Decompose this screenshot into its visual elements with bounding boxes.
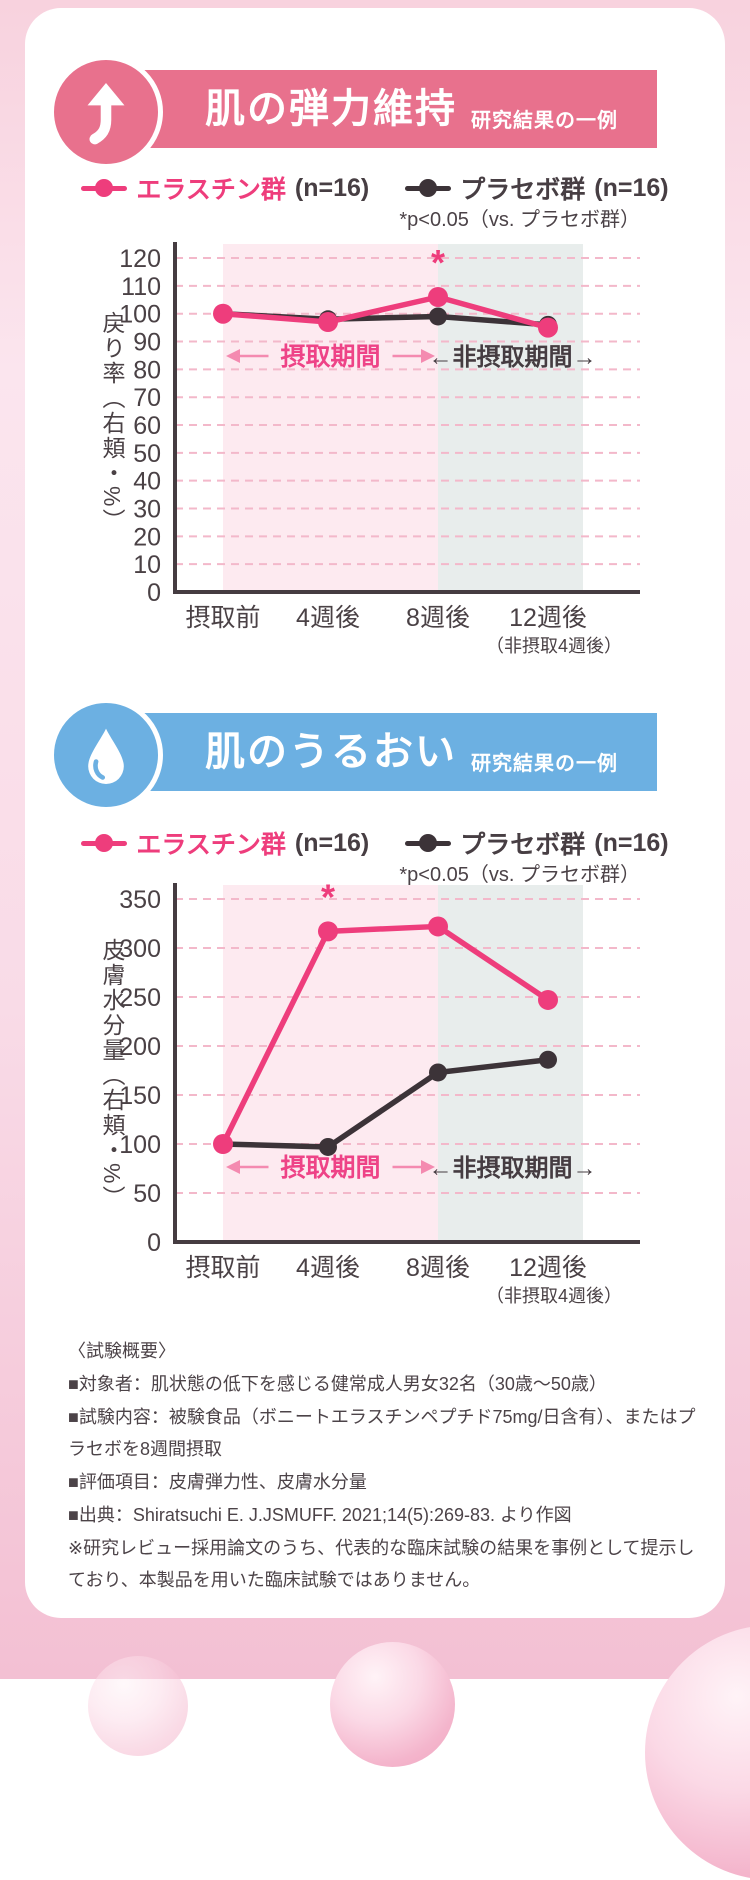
section-subtitle: 研究結果の一例 [471,109,618,132]
bubble-decoration [645,1625,750,1880]
study-summary-line: ■出典：Shiratsuchi E. J.JSMUFF. 2021;14(5):… [68,1504,572,1525]
svg-text:70: 70 [133,384,161,412]
elastin-label: エラスチン群 [136,831,286,859]
significance-star: * [321,880,335,917]
moisture-chart: 皮膚水分量（右頬・%） 0 50 100 150 200 250 300 350 摂取期間 ←非摂… [25,880,725,1315]
placebo-label: プラセボ群 [460,831,586,859]
significance-note: *p<0.05（vs. プラセボ群） [399,864,640,886]
svg-text:20: 20 [133,523,161,551]
svg-text:110: 110 [121,273,161,301]
study-summary-line: ■試験内容：被験食品（ボニートエラスチンペプチド75mg/日含有）、またはプラセ… [68,1406,696,1460]
study-summary: 〈試験概要〉 ■対象者：肌状態の低下を感じる健常成人男女32名（30歳〜50歳）… [25,1335,725,1597]
svg-text:0: 0 [147,1229,161,1257]
elastin-series-marker [81,834,128,852]
series-0 [213,916,558,1154]
arrow-up-badge [49,55,163,169]
svg-text:摂取期間: 摂取期間 [280,1154,380,1182]
svg-text:100: 100 [119,301,161,329]
svg-text:0: 0 [147,579,161,607]
svg-text:30: 30 [133,496,161,524]
elastin-label: エラスチン群 [136,176,286,204]
svg-text:350: 350 [119,886,161,914]
svg-text:200: 200 [119,1033,161,1061]
y-axis-label: 皮膚水分量（右頬・%） [99,938,125,1211]
svg-text:摂取期間: 摂取期間 [280,343,380,371]
svg-text:80: 80 [133,356,161,384]
svg-text:（非摂取4週後）: （非摂取4週後） [486,636,622,656]
significance-note: *p<0.05（vs. プラセボ群） [399,209,640,231]
svg-text:150: 150 [119,1082,161,1110]
series-0 [213,287,558,338]
study-summary-line: ■評価項目：皮膚弾力性、皮膚水分量 [68,1472,367,1492]
svg-text:50: 50 [133,440,161,468]
legend-moisture: エラスチン群 (n=16) プラセボ群 (n=16) [25,825,725,861]
svg-text:10: 10 [133,551,161,579]
section-title: 肌の弾力維持 [205,87,457,131]
placebo-label: プラセボ群 [460,176,586,204]
svg-text:4週後: 4週後 [296,604,360,632]
bubble-decoration [88,1656,188,1756]
svg-text:摂取前: 摂取前 [185,604,260,632]
svg-text:←非摂取期間→: ←非摂取期間→ [429,344,597,371]
section-subtitle: 研究結果の一例 [471,752,618,775]
svg-text:8週後: 8週後 [406,604,470,632]
elasticity-chart: 戻り率（右頬・%） 0 10 20 30 40 50 60 70 80 90 100 110 120 摂取… [25,225,725,660]
placebo-n: (n=16) [594,173,669,202]
study-summary-line: ※研究レビュー採用論文のうち、代表的な臨床試験の結果を事例として提示しており、本… [68,1537,695,1591]
svg-text:300: 300 [119,935,161,963]
elasticity-banner: 肌の弾力維持 研究結果の一例 [120,70,657,148]
elastin-n: (n=16) [294,173,370,202]
water-drop-icon [88,728,124,785]
moisture-banner: 肌のうるおい 研究結果の一例 [120,713,657,791]
elastin-n: (n=16) [294,828,370,857]
svg-text:12週後: 12週後 [509,1254,587,1282]
svg-text:←非摂取期間→: ←非摂取期間→ [429,1155,597,1182]
water-drop-badge [49,698,163,812]
bubble-decoration [330,1642,455,1767]
svg-text:100: 100 [119,1131,161,1159]
placebo-n: (n=16) [594,828,669,857]
content-card: 肌の弾力維持 研究結果の一例 エラスチン群 (n=16) [25,8,725,1618]
svg-text:（非摂取4週後）: （非摂取4週後） [486,1286,622,1306]
placebo-series-marker [405,179,452,197]
legend-item-placebo: プラセボ群 (n=16) [405,825,669,861]
arrow-up-icon [87,82,125,145]
svg-text:4週後: 4週後 [296,1254,360,1282]
header-moisture: 肌のうるおい 研究結果の一例 [25,698,725,814]
legend-item-elastin: エラスチン群 (n=16) [81,825,369,861]
svg-text:8週後: 8週後 [406,1254,470,1282]
y-axis-label: 戻り率（右頬・%） [99,311,125,534]
significance-star: * [431,242,445,283]
svg-text:120: 120 [119,245,161,273]
section-title: 肌のうるおい [205,730,457,774]
svg-text:12週後: 12週後 [509,604,587,632]
legend-item-elastin: エラスチン群 (n=16) [81,170,369,206]
elastin-series-marker [81,179,128,197]
placebo-series-marker [405,834,452,852]
svg-text:250: 250 [119,984,161,1012]
svg-text:60: 60 [133,412,161,440]
legend-elasticity: エラスチン群 (n=16) プラセボ群 (n=16) [25,170,725,206]
svg-text:40: 40 [133,468,161,496]
study-summary-line: ■対象者：肌状態の低下を感じる健常成人男女32名（30歳〜50歳） [68,1373,607,1394]
study-summary-heading: 〈試験概要〉 [68,1341,176,1361]
chart-svg: 0 50 100 150 200 250 300 350 摂取期間 ←非摂取期間→ * 摂取前 4週後 8… [119,880,640,1306]
header-elasticity: 肌の弾力維持 研究結果の一例 [25,55,725,171]
legend-item-placebo: プラセボ群 (n=16) [405,170,669,206]
svg-text:50: 50 [133,1180,161,1208]
svg-text:90: 90 [133,329,161,357]
svg-text:摂取前: 摂取前 [185,1254,260,1282]
